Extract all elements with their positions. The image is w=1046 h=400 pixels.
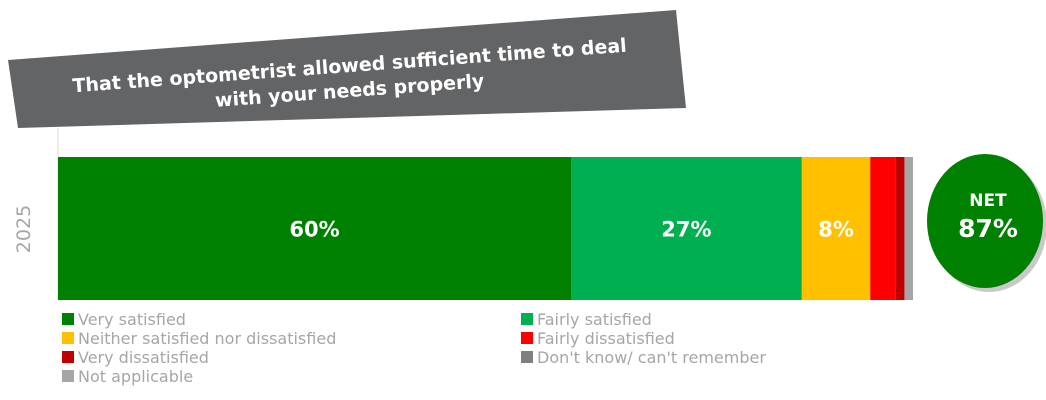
bar-segment-fairly-satisfied — [571, 157, 802, 300]
bar-segment-very-dissatisfied — [895, 157, 905, 300]
legend-swatch-neither-satisfied-nor-dissatisfied — [62, 332, 74, 344]
legend-swatch-not-applicable — [62, 370, 74, 382]
legend: Very satisfied Fairly satisfied Neither sa… — [62, 310, 766, 386]
legend-label-fairly-satisfied: Fairly satisfied — [537, 310, 652, 329]
legend-swatch-fairly-satisfied — [521, 313, 533, 325]
legend-swatch-very-satisfied — [62, 313, 74, 325]
net-badge: NET 87% — [927, 154, 1046, 292]
bar-segment-neither-satisfied-nor-dissatisfied — [801, 157, 871, 300]
legend-swatch-don-t-know-can-t-remember — [521, 351, 533, 363]
bar-label-neither-satisfied-nor-dissatisfied: 8% — [818, 218, 854, 242]
category-label-2025: 2025 — [13, 205, 35, 253]
bar-segments — [58, 157, 913, 300]
bar-label-fairly-satisfied: 27% — [661, 218, 711, 242]
net-circle-fill — [927, 154, 1043, 288]
net-value: 87% — [958, 214, 1018, 243]
legend-label-don-t-know-can-t-remember: Don't know/ can't remember — [537, 348, 766, 367]
legend-label-neither-satisfied-nor-dissatisfied: Neither satisfied nor dissatisfied — [78, 329, 336, 348]
legend-swatch-very-dissatisfied — [62, 351, 74, 363]
legend-label-not-applicable: Not applicable — [78, 367, 193, 386]
legend-label-very-dissatisfied: Very dissatisfied — [78, 348, 209, 367]
bar-data-labels: 60% 27% 8% — [289, 218, 854, 242]
bar-segment-not-applicable — [904, 157, 913, 300]
bar-segment-fairly-dissatisfied — [870, 157, 896, 300]
title-background — [8, 10, 686, 128]
bar-label-very-satisfied: 60% — [289, 218, 339, 242]
bar-segment-very-satisfied — [58, 157, 571, 300]
title-banner: That the optometrist allowed sufficient … — [8, 10, 686, 128]
legend-label-fairly-dissatisfied: Fairly dissatisfied — [537, 329, 675, 348]
net-label: NET — [969, 191, 1007, 211]
legend-swatch-fairly-dissatisfied — [521, 332, 533, 344]
legend-label-very-satisfied: Very satisfied — [78, 310, 186, 329]
